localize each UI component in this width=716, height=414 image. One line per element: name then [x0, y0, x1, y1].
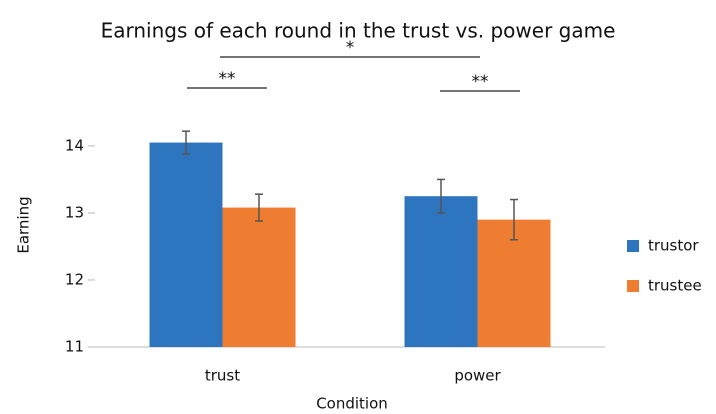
y-axis-label: Earning	[15, 196, 33, 253]
y-tick-label: 11	[65, 338, 84, 356]
y-tick-label: 13	[65, 203, 84, 221]
legend-swatch	[627, 280, 639, 292]
x-axis-label: Condition	[316, 395, 388, 413]
bar	[404, 196, 478, 347]
bar	[149, 142, 223, 347]
bar	[222, 207, 296, 347]
significance-label: **	[219, 69, 236, 89]
y-tick-label: 12	[65, 270, 84, 288]
x-tick-label: trust	[205, 367, 240, 385]
x-tick-label: power	[454, 367, 501, 385]
bar	[477, 219, 551, 347]
significance-label: *	[346, 38, 355, 58]
significance-label: **	[472, 72, 489, 92]
chart-title: Earnings of each round in the trust vs. …	[101, 19, 616, 43]
legend-swatch	[627, 240, 639, 252]
y-tick-label: 14	[65, 136, 84, 154]
legend-label: trustee	[648, 277, 702, 295]
legend-label: trustor	[648, 237, 699, 255]
